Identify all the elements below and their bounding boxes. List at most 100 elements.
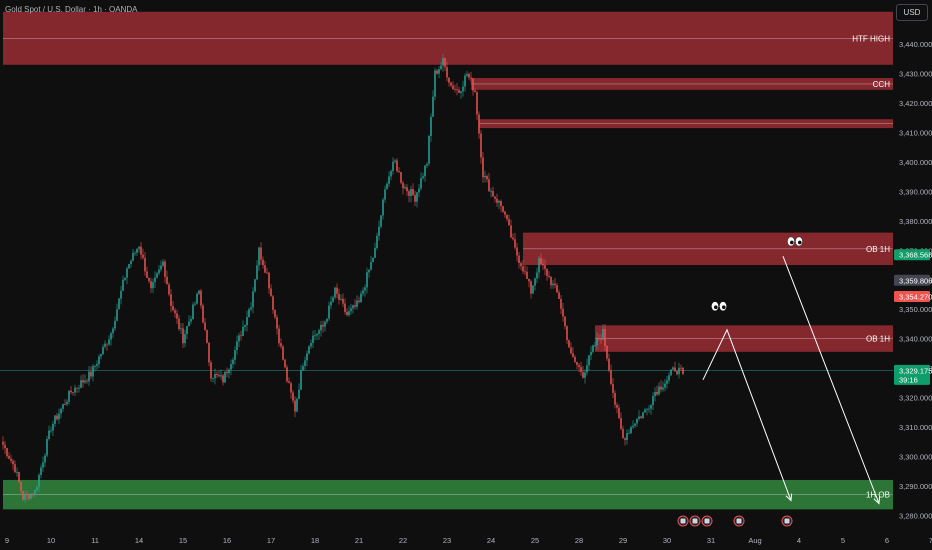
candle-body (290, 383, 292, 393)
candle-body (344, 303, 346, 312)
candle-body (610, 370, 612, 385)
candle-body (116, 309, 118, 321)
candle-body (568, 340, 570, 348)
currency-button[interactable]: USD (896, 4, 928, 21)
candle-body (426, 163, 428, 166)
candle-body (416, 192, 418, 202)
candle-body (214, 373, 216, 379)
candle-body (190, 318, 192, 322)
candle-body (370, 262, 372, 270)
candle-body (158, 269, 160, 274)
candle-body (276, 317, 278, 329)
x-tick-label: 28 (575, 536, 583, 545)
x-tick-label: 7 (929, 536, 932, 545)
event-flag-icon (680, 518, 686, 524)
candle-body (108, 339, 110, 345)
candle-body (246, 317, 248, 326)
candle-body (506, 214, 508, 220)
candle-body (434, 70, 436, 97)
candle-body (420, 178, 422, 189)
candle-body (310, 343, 312, 347)
y-tick-label: 3,310.000 (899, 423, 932, 432)
candle-body (204, 322, 206, 330)
candle-body (372, 257, 374, 263)
candle-body (192, 304, 194, 319)
y-tick-label: 3,340.000 (899, 335, 932, 344)
candle-body (452, 85, 454, 90)
candle-body (32, 493, 34, 496)
price-tag (894, 274, 930, 286)
candle-body (322, 324, 324, 327)
candle-body (618, 407, 620, 419)
candle-body (524, 271, 526, 273)
candle-body (22, 491, 24, 500)
candle-body (510, 225, 512, 238)
candle-body (612, 384, 614, 394)
candle-body (520, 263, 522, 267)
candle-body (50, 430, 52, 432)
candle-body (458, 89, 460, 93)
candle-body (480, 133, 482, 158)
x-tick-label: 9 (5, 536, 9, 545)
candle-body (48, 430, 50, 440)
candle-body (558, 292, 560, 299)
zone-4 (595, 325, 893, 352)
candle-body (54, 415, 56, 424)
candle-body (90, 371, 92, 377)
candle-body (446, 67, 448, 78)
candles-layer (2, 53, 684, 504)
candle-body (508, 219, 510, 226)
candle-body (318, 330, 320, 334)
candle-body (328, 305, 330, 319)
candle-body (138, 246, 140, 249)
candle-body (660, 386, 662, 390)
candle-body (362, 290, 364, 294)
candle-body (380, 215, 382, 227)
candle-body (536, 272, 538, 279)
zone-3 (523, 232, 893, 265)
candle-body (436, 70, 438, 74)
x-tick-label: 18 (311, 536, 319, 545)
price-axis[interactable]: 3,280.000 3,290.000 3,300.000 3,310.000 3,32… (893, 0, 932, 550)
candle-body (584, 372, 586, 378)
candle-body (622, 428, 624, 439)
time-axis[interactable]: 9 10 11 14 15 16 17 18 21 22 23 24 25 28 29 30 31 Aug 4 5 6 7 (0, 515, 932, 550)
candle-body (358, 300, 360, 303)
x-tick-label: 10 (47, 536, 55, 545)
candle-body (554, 283, 556, 286)
candle-body (644, 409, 646, 413)
candle-body (374, 247, 376, 258)
zone-label-4: OB 1H (866, 335, 890, 344)
candle-body (234, 350, 236, 360)
x-tick-label: 25 (531, 536, 539, 545)
candle-body (228, 369, 230, 374)
candle-body (628, 433, 630, 434)
candle-body (12, 460, 14, 465)
projection-path-0 (702, 328, 792, 501)
candle-body (86, 380, 88, 382)
candle-body (590, 351, 592, 356)
candle-body (616, 404, 618, 408)
event-flag-icon (736, 518, 742, 524)
candle-body (8, 456, 10, 459)
candle-body (668, 375, 670, 381)
candle-body (638, 416, 640, 419)
candle-body (18, 471, 20, 483)
candle-body (42, 462, 44, 468)
candle-body (550, 276, 552, 286)
candle-body (400, 172, 402, 183)
candle-body (382, 199, 384, 216)
candle-body (184, 334, 186, 344)
candle-body (284, 359, 286, 368)
candle-body (280, 343, 282, 347)
candle-body (342, 298, 344, 304)
candle-body (336, 287, 338, 294)
candle-body (38, 474, 40, 487)
candle-body (104, 343, 106, 347)
candle-body (98, 356, 100, 365)
price-tag-value: 3,354.270 (899, 293, 932, 302)
candle-body (650, 405, 652, 409)
candle-body (166, 276, 168, 285)
candle-body (394, 160, 396, 162)
